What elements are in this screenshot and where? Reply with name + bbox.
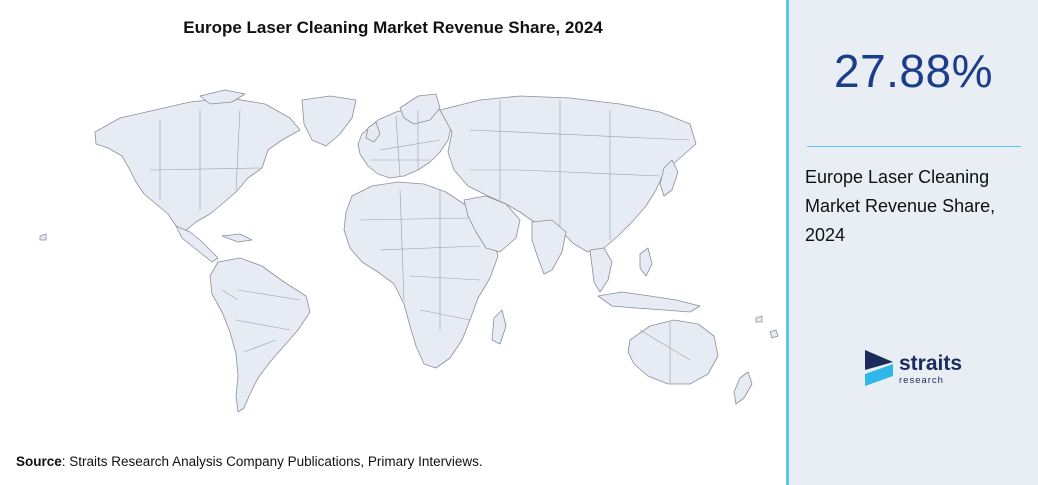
caribbean (221, 233, 253, 243)
new-zealand (733, 371, 753, 405)
world-map (39, 89, 779, 413)
north-america (94, 97, 301, 233)
map-title: Europe Laser Cleaning Market Revenue Sha… (183, 18, 603, 37)
arabia (463, 195, 521, 253)
stat-description: Europe Laser Cleaning Market Revenue Sha… (805, 167, 996, 245)
southeast-asia (589, 247, 613, 293)
country-borders (149, 100, 691, 384)
japan (659, 159, 679, 197)
logo-word: straits (899, 352, 963, 375)
arctic-islands (199, 89, 246, 105)
africa (343, 181, 499, 369)
india (531, 219, 567, 275)
source-note: Source: Straits Research Analysis Compan… (16, 454, 483, 469)
united-kingdom (365, 121, 381, 143)
indonesia (597, 291, 701, 313)
logo-mark-icon (865, 350, 893, 386)
stat-rule (807, 146, 1021, 147)
logo-sub: research (899, 375, 944, 386)
stat-panel: 27.88% Europe Laser Cleaning Market Reve… (789, 0, 1038, 485)
chart-panel: Europe Laser Cleaning Market Revenue Sha… (16, 18, 779, 469)
scandinavia (399, 93, 441, 125)
source-text: : Straits Research Analysis Company Publ… (61, 454, 483, 469)
south-america (209, 257, 311, 413)
straits-research-logo: straits research (863, 348, 983, 388)
asia (439, 95, 697, 253)
stat-value: 27.88% (833, 45, 993, 97)
central-america (175, 225, 219, 263)
source-label: Source (16, 454, 62, 469)
pacific-islands (39, 233, 779, 339)
australia (627, 319, 719, 385)
madagascar (491, 309, 507, 345)
philippines (639, 247, 653, 277)
panel-divider (786, 0, 789, 485)
greenland (301, 95, 357, 147)
